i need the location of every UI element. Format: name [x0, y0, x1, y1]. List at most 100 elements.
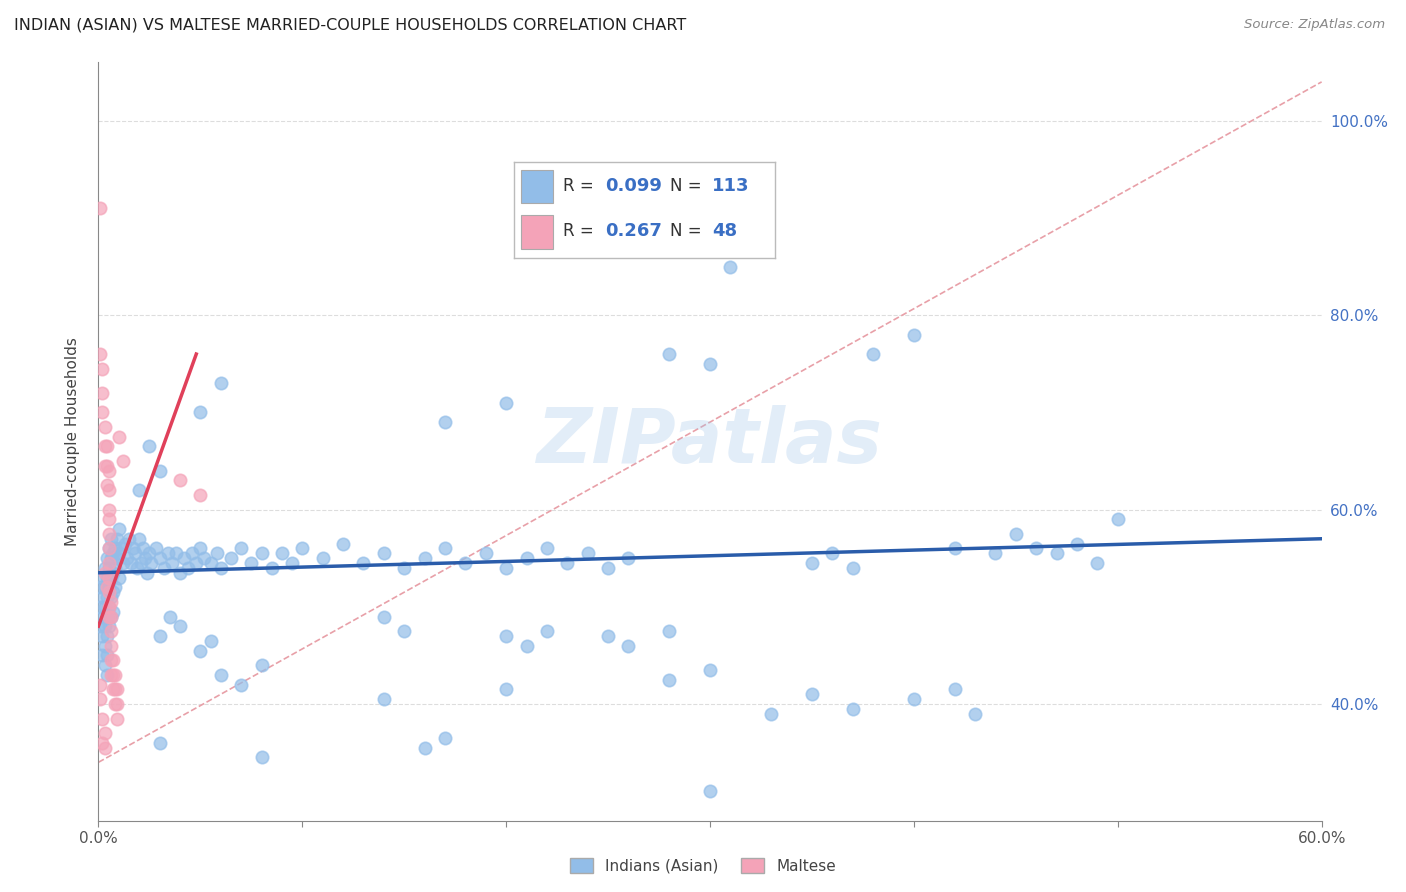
Point [903, 327, 925, 342]
Point [93, 566, 115, 580]
Point [110, 541, 132, 556]
Point [205, 546, 228, 560]
Point [141, 556, 163, 570]
Point [152, 561, 174, 575]
Point [617, 639, 640, 653]
Point [250, 658, 273, 673]
Point [434, 731, 457, 745]
Point [100, 668, 122, 682]
Point [120, 556, 142, 570]
Point [903, 692, 925, 706]
Point [93, 458, 115, 473]
Point [114, 536, 136, 550]
Point [100, 571, 122, 585]
Point [122, 541, 145, 556]
Point [108, 522, 131, 536]
Point [1085, 556, 1108, 570]
Point [169, 474, 191, 488]
Point [100, 639, 122, 653]
Point [291, 541, 314, 556]
Point [104, 697, 127, 711]
Point [93, 561, 115, 575]
Point [128, 532, 150, 546]
Point [149, 464, 172, 478]
Point [149, 629, 172, 643]
Point [841, 702, 863, 716]
Point [91, 590, 114, 604]
Point [89, 599, 111, 614]
Y-axis label: Married-couple Households: Married-couple Households [65, 337, 80, 546]
Point [156, 546, 179, 560]
Point [105, 532, 128, 546]
Point [91, 648, 114, 663]
Point [93, 658, 115, 673]
Point [177, 561, 200, 575]
Point [93, 740, 115, 755]
Point [97, 541, 120, 556]
Point [115, 551, 138, 566]
Point [617, 551, 640, 566]
Point [96, 439, 118, 453]
Point [658, 347, 681, 361]
Point [188, 643, 212, 657]
Point [231, 541, 253, 556]
Point [145, 541, 167, 556]
Point [495, 682, 517, 697]
Point [91, 571, 114, 585]
Point [104, 580, 127, 594]
Point [108, 430, 131, 444]
Point [101, 668, 124, 682]
Point [219, 551, 242, 566]
Point [516, 639, 538, 653]
Point [231, 677, 253, 691]
Point [124, 546, 146, 560]
Point [373, 692, 395, 706]
Point [105, 551, 128, 566]
Point [91, 736, 114, 750]
Point [516, 551, 538, 566]
Point [188, 541, 212, 556]
Point [101, 585, 124, 599]
Point [392, 561, 416, 575]
Point [97, 599, 120, 614]
Point [149, 551, 172, 566]
Point [93, 580, 115, 594]
Point [100, 609, 122, 624]
Point [97, 585, 120, 599]
Point [93, 439, 115, 453]
Point [260, 561, 283, 575]
Point [841, 561, 863, 575]
Point [100, 595, 122, 609]
Point [89, 619, 111, 633]
Point [101, 653, 124, 667]
Point [96, 580, 118, 594]
Point [240, 556, 263, 570]
Point [100, 590, 122, 604]
Point [188, 405, 212, 419]
Point [658, 624, 681, 639]
Point [118, 532, 141, 546]
Point [250, 546, 273, 560]
Point [373, 609, 395, 624]
Point [434, 541, 457, 556]
Point [474, 546, 498, 560]
Point [965, 706, 987, 721]
Point [598, 561, 620, 575]
FancyBboxPatch shape [522, 169, 553, 203]
Point [136, 566, 159, 580]
Point [129, 556, 152, 570]
Point [101, 605, 124, 619]
Point [984, 546, 1007, 560]
Point [821, 546, 844, 560]
Point [105, 682, 128, 697]
Point [100, 653, 122, 667]
Point [169, 619, 191, 633]
Point [93, 619, 115, 633]
Point [169, 566, 191, 580]
Point [200, 556, 222, 570]
Point [97, 556, 120, 570]
Point [332, 536, 354, 550]
Point [1025, 541, 1047, 556]
Point [352, 556, 374, 570]
Point [165, 546, 187, 560]
